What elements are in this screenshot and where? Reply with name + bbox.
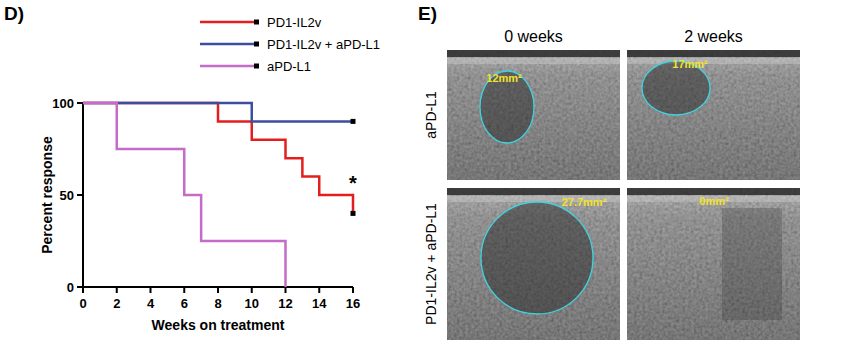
- area-label: 27.7mm²: [562, 196, 607, 208]
- x-tick-label: 6: [181, 296, 188, 311]
- image-speckle: [627, 188, 800, 340]
- x-tick-label: 0: [79, 296, 86, 311]
- legend-label: PD1-IL2v: [267, 15, 322, 30]
- image-bg: [447, 50, 620, 180]
- legend-marker: [254, 64, 259, 69]
- x-tick-label: 2: [113, 296, 120, 311]
- ultrasound-image: [447, 188, 620, 340]
- x-tick: [150, 287, 152, 293]
- tumor-region: [481, 202, 593, 314]
- area-label: 0mm²: [699, 195, 729, 207]
- x-tick: [318, 287, 320, 293]
- image-top-band: [627, 50, 800, 57]
- column-header: 0 weeks: [504, 28, 563, 45]
- plot-area: [83, 103, 353, 287]
- legend-swatch: [200, 21, 256, 24]
- y-tick-label: 0: [67, 280, 74, 295]
- x-tick-label: 4: [147, 296, 155, 311]
- ultrasound-image: [627, 188, 800, 340]
- censor-marker: [351, 211, 356, 216]
- row-label: PD1-IL2v + aPD-L1: [423, 203, 439, 325]
- image-skin: [627, 58, 800, 64]
- significance-mark: *: [349, 172, 357, 194]
- x-tick-label: 16: [346, 296, 360, 311]
- y-tick: [77, 102, 83, 104]
- legend-swatch: [200, 65, 256, 68]
- ultrasound-image: [447, 50, 620, 180]
- y-tick-label: 100: [52, 96, 74, 111]
- ultrasound-image: [627, 50, 800, 180]
- y-tick-label: 50: [60, 188, 74, 203]
- image-skin: [447, 58, 620, 64]
- area-label: 12mm²: [486, 72, 522, 84]
- x-tick-label: 12: [278, 296, 292, 311]
- legend-label: PD1-IL2v + aPD-L1: [267, 37, 380, 52]
- x-tick: [251, 287, 253, 293]
- x-tick-label: 8: [214, 296, 221, 311]
- figure: D) 0 50 100 0 2 4 6 8 10 12 14 16 Weeks on treatment P…: [0, 0, 850, 361]
- y-axis-label: Percent response: [39, 136, 55, 254]
- x-tick: [116, 287, 118, 293]
- image-speckle: [627, 50, 800, 180]
- image-top-band: [627, 188, 800, 195]
- image-bg: [627, 188, 800, 340]
- legend-swatch: [200, 43, 256, 46]
- image-speckle: [447, 188, 620, 340]
- x-tick: [82, 287, 84, 293]
- image-top-band: [447, 50, 620, 57]
- panel-label: E): [418, 3, 437, 24]
- column-header: 2 weeks: [684, 28, 743, 45]
- series-line: [83, 103, 353, 213]
- x-tick-label: 10: [245, 296, 259, 311]
- legend-marker: [254, 20, 259, 25]
- area-label: 17mm²: [672, 58, 708, 70]
- image-bg: [447, 188, 620, 340]
- x-tick: [352, 287, 354, 293]
- tumor-outline: [480, 71, 534, 143]
- series-line: [83, 103, 353, 121]
- series-line: [83, 103, 286, 287]
- x-axis-label: Weeks on treatment: [152, 317, 285, 333]
- image-top-band: [447, 188, 620, 195]
- legend-label: aPD-L1: [267, 59, 311, 74]
- scar-region: [722, 208, 782, 320]
- x-tick: [285, 287, 287, 293]
- x-tick: [217, 287, 219, 293]
- tumor-region: [480, 71, 534, 143]
- panel-label: D): [4, 3, 24, 24]
- x-tick-label: 14: [312, 296, 327, 311]
- legend-marker: [254, 42, 259, 47]
- y-tick: [77, 194, 83, 196]
- image-speckle: [447, 50, 620, 180]
- row-label: aPD-L1: [423, 91, 439, 139]
- image-bg: [627, 50, 800, 180]
- x-tick: [183, 287, 185, 293]
- tumor-outline: [481, 202, 593, 314]
- censor-marker: [351, 119, 356, 124]
